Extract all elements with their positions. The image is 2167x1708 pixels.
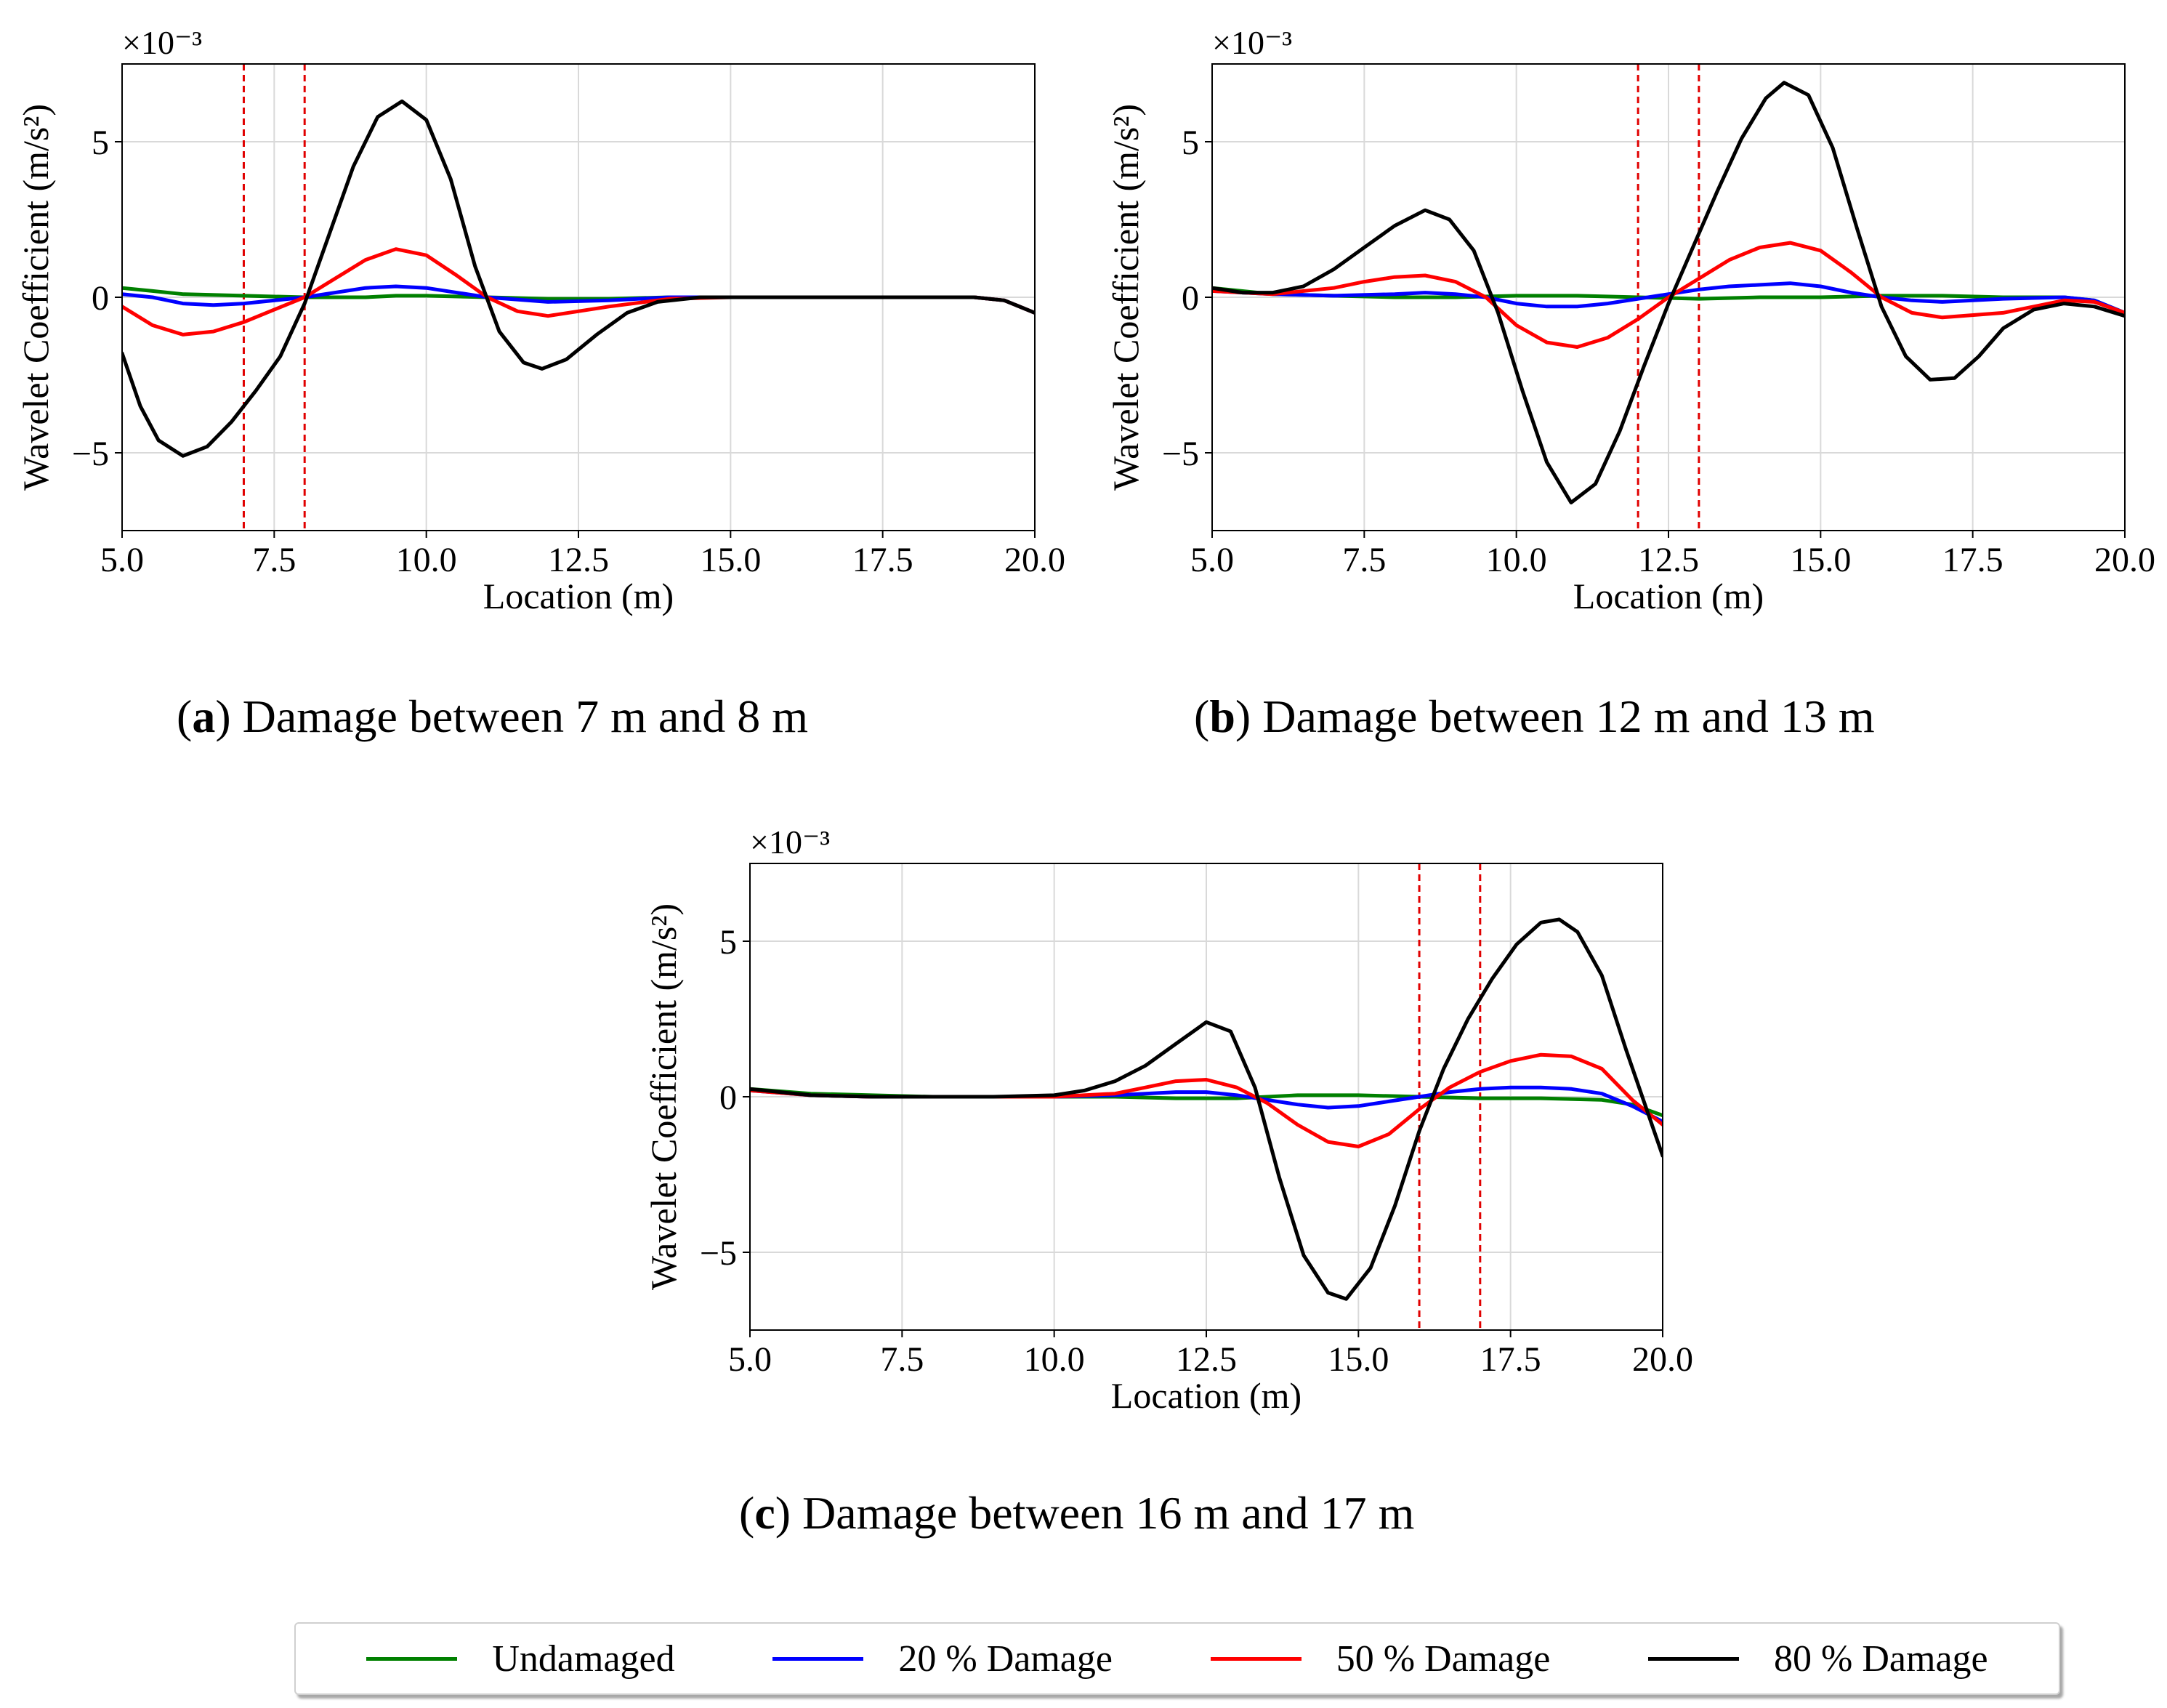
series-line-80-damage — [122, 99, 1035, 458]
series-group — [122, 99, 1035, 458]
legend-item-20-damage: 20 % Damage — [772, 1637, 1113, 1680]
legend-swatch-20-damage — [772, 1656, 864, 1661]
y-tick-label: 0 — [1182, 279, 1199, 318]
legend-label: 20 % Damage — [898, 1637, 1113, 1680]
legend-swatch-50-damage — [1210, 1656, 1302, 1661]
y-tick-label: −5 — [72, 435, 109, 473]
caption-text: Damage between 12 m and 13 m — [1262, 690, 1875, 742]
legend-swatch-80-damage — [1648, 1656, 1740, 1661]
x-tick-label: 10.0 — [1024, 1340, 1085, 1379]
legend-label: Undamaged — [492, 1637, 675, 1680]
series-line-50-damage — [1212, 241, 2125, 349]
legend-label: 80 % Damage — [1774, 1637, 1988, 1680]
caption-label: a — [192, 690, 216, 742]
legend-item-50-damage: 50 % Damage — [1210, 1637, 1551, 1680]
y-tick-label: 5 — [92, 124, 109, 162]
x-axis-label: Location (m) — [483, 576, 674, 616]
x-tick-label: 20.0 — [2094, 541, 2155, 579]
caption-label: c — [754, 1487, 775, 1539]
legend-item-undamaged: Undamaged — [366, 1637, 675, 1680]
x-tick-label: 20.0 — [1004, 541, 1065, 579]
x-tick-label: 12.5 — [548, 541, 609, 579]
y-tick-label: 0 — [92, 279, 109, 318]
x-tick-label: 15.0 — [1328, 1340, 1389, 1379]
x-axis-label: Location (m) — [1573, 576, 1764, 616]
y-axis-label: Wavelet Coefficient (m/s²) — [15, 104, 56, 491]
series-line-80-damage — [750, 917, 1663, 1301]
legend: Undamaged 20 % Damage 50 % Damage 80 % D… — [294, 1622, 2060, 1695]
y-tick-label: −5 — [1162, 435, 1199, 473]
chart-panel-c: 5.0 7.5 10.0 12.5 15.0 17.5 20.0 −5 0 5 Location (… — [643, 823, 1693, 1416]
series-group — [750, 917, 1663, 1301]
y-tick-label: 5 — [719, 923, 737, 962]
x-tick-label: 7.5 — [1342, 541, 1386, 579]
chart-panel-a: 5.0 7.5 10.0 12.5 15.0 17.5 20.0 −5 0 5 Location (… — [15, 24, 1065, 616]
legend-label: 50 % Damage — [1336, 1637, 1551, 1680]
x-tick-label: 17.5 — [1480, 1340, 1541, 1379]
x-tick-label: 17.5 — [852, 541, 913, 579]
y-tick-label: −5 — [700, 1234, 737, 1273]
y-multiplier: ×10⁻³ — [122, 24, 202, 61]
series-line-80-damage — [1212, 81, 2125, 504]
legend-item-80-damage: 80 % Damage — [1648, 1637, 1988, 1680]
caption-text: Damage between 16 m and 17 m — [802, 1487, 1415, 1539]
y-axis-label: Wavelet Coefficient (m/s²) — [643, 903, 684, 1290]
x-tick-label: 10.0 — [396, 541, 457, 579]
x-tick-label: 20.0 — [1632, 1340, 1693, 1379]
x-tick-label: 10.0 — [1486, 541, 1547, 579]
caption-label: b — [1209, 690, 1235, 742]
x-axis-label: Location (m) — [1111, 1375, 1302, 1416]
x-tick-label: 15.0 — [700, 541, 761, 579]
x-tick-label: 5.0 — [728, 1340, 772, 1379]
y-multiplier: ×10⁻³ — [1212, 24, 1292, 61]
y-tick-label: 5 — [1182, 124, 1199, 162]
series-line-20-damage — [1212, 281, 2125, 315]
x-tick-label: 15.0 — [1790, 541, 1851, 579]
y-tick-label: 0 — [719, 1079, 737, 1117]
x-tick-label: 12.5 — [1176, 1340, 1237, 1379]
caption-c: (c) Damage between 16 m and 17 m — [739, 1487, 1415, 1539]
x-tick-label: 12.5 — [1638, 541, 1699, 579]
chart-panel-b: 5.0 7.5 10.0 12.5 15.0 17.5 20.0 −5 0 5 Location (… — [1105, 24, 2155, 616]
x-tick-label: 7.5 — [880, 1340, 924, 1379]
caption-b: (b) Damage between 12 m and 13 m — [1194, 690, 1875, 742]
x-tick-label: 17.5 — [1942, 541, 2003, 579]
y-multiplier: ×10⁻³ — [750, 823, 830, 861]
x-tick-label: 7.5 — [252, 541, 296, 579]
x-tick-label: 5.0 — [100, 541, 144, 579]
legend-swatch-undamaged — [366, 1656, 458, 1661]
caption-text: Damage between 7 m and 8 m — [242, 690, 809, 742]
series-group — [1212, 81, 2125, 504]
x-tick-label: 5.0 — [1190, 541, 1234, 579]
y-axis-label: Wavelet Coefficient (m/s²) — [1105, 104, 1146, 491]
caption-a: (a) Damage between 7 m and 8 m — [177, 690, 809, 742]
